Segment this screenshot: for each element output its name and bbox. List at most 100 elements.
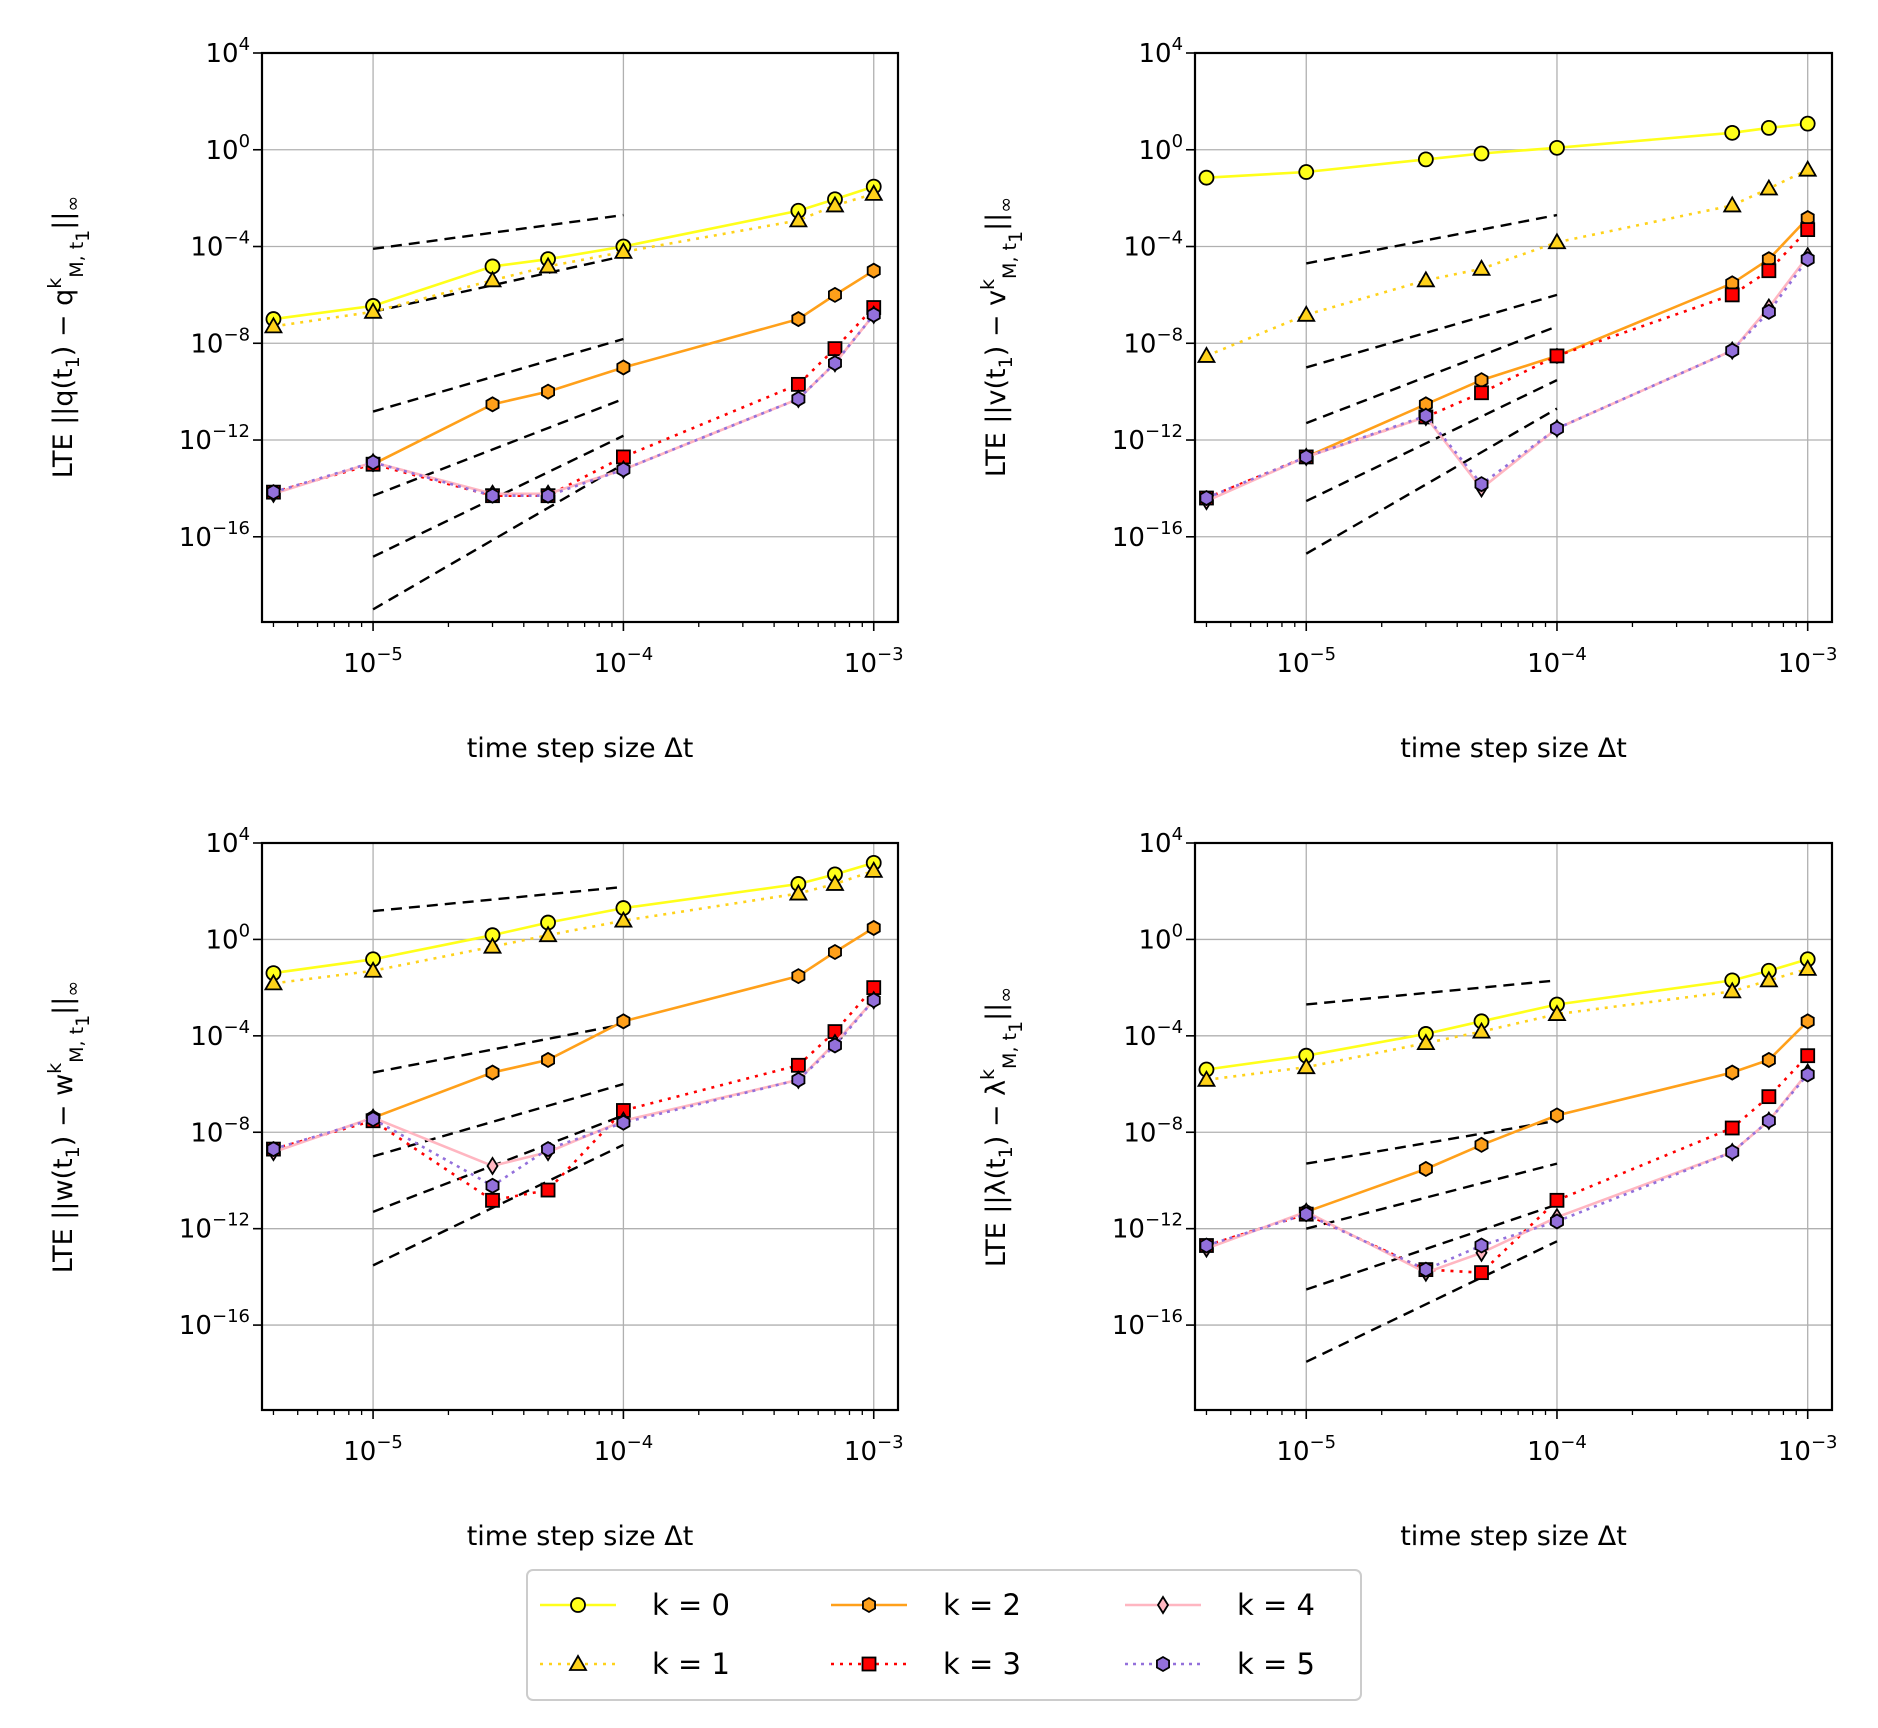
data-point-k1 <box>1471 1021 1492 1039</box>
legend-marker <box>570 1597 586 1613</box>
legend-marker <box>1156 1655 1170 1673</box>
data-point-k3 <box>1761 263 1777 279</box>
legend: k = 0 k = 1 k = 2 k = 3 k = 4 k = 5 <box>526 1569 1362 1701</box>
data-point-k2 <box>1474 372 1489 389</box>
x-axis-label: time step size Δt <box>467 733 694 764</box>
series-line-k0 <box>273 861 875 975</box>
x-tick-label: 10−5 <box>343 1432 403 1467</box>
reference-slope-line-5 <box>1305 1240 1558 1363</box>
data-point-k5 <box>266 1141 281 1158</box>
data-point-k2 <box>1550 1107 1564 1124</box>
data-point-k4 <box>486 1156 499 1176</box>
reference-slope-line-2 <box>1306 1119 1558 1165</box>
legend-entry-k0: k = 0 <box>540 1588 730 1622</box>
y-tick-label: 100 <box>206 131 251 166</box>
data-point-k2 <box>1474 1136 1489 1153</box>
y-tick-label: 100 <box>1139 920 1184 955</box>
data-point-k1 <box>482 936 503 954</box>
data-point-k1 <box>363 960 383 978</box>
data-point-k1 <box>1759 178 1779 196</box>
data-point-k2 <box>866 919 881 936</box>
data-point-k5 <box>1725 1144 1740 1161</box>
reference-slope-line-4 <box>372 397 624 497</box>
data-point-k1 <box>1547 1004 1567 1021</box>
plot-frame <box>1193 51 1834 624</box>
data-point-k2 <box>791 968 806 985</box>
reference-slope-line-5 <box>372 434 624 558</box>
y-tick-label: 10−4 <box>190 1017 250 1052</box>
data-point-k0 <box>1549 139 1565 156</box>
data-point-k5 <box>485 1177 500 1194</box>
data-point-k2 <box>485 1064 500 1081</box>
data-point-k1 <box>538 256 558 274</box>
legend-entry-k5: k = 5 <box>1125 1647 1315 1681</box>
series-line-k0 <box>1206 122 1808 179</box>
x-tick-label: 10−4 <box>594 1432 654 1467</box>
reference-slope-line-1 <box>1306 213 1558 265</box>
data-point-k5 <box>366 454 381 471</box>
legend-box <box>526 1569 1362 1701</box>
data-point-k0 <box>1417 151 1434 168</box>
y-tick-label: 104 <box>1139 34 1184 69</box>
data-point-k1 <box>1798 959 1818 976</box>
y-axis-label: LTE ||v(t1) − vkM, t1||∞ <box>977 197 1027 477</box>
data-point-k0 <box>1198 169 1215 186</box>
reference-lines <box>1305 213 1558 555</box>
data-point-k5 <box>616 1114 631 1131</box>
data-point-k5 <box>366 1111 381 1128</box>
data-point-k0 <box>1298 164 1315 180</box>
series <box>1196 115 1818 511</box>
data-point-k5 <box>866 306 881 323</box>
data-point-k5 <box>1550 420 1564 437</box>
series-line-k1 <box>1206 168 1809 358</box>
legend-marker <box>861 1656 877 1672</box>
reference-slope-line-1 <box>1306 979 1558 1006</box>
panel-4: 10−5 10−4 10−3 104 100 10−4 10−8 10−12 10−16 time… <box>977 824 1838 1552</box>
x-axis-label: time step size Δt <box>467 1521 694 1552</box>
y-tick-label: 10−12 <box>179 1210 250 1245</box>
data-point-k1 <box>263 973 284 991</box>
y-tick-label: 10−16 <box>1112 1306 1183 1341</box>
reference-slope-line-2 <box>1305 293 1558 369</box>
x-tick-label: 10−5 <box>1276 1432 1336 1467</box>
data-point-k5 <box>1418 1261 1433 1278</box>
y-tick-label: 10−8 <box>1123 1113 1183 1148</box>
grid <box>262 52 898 622</box>
series <box>263 854 884 1208</box>
series <box>1196 951 1818 1283</box>
data-point-k5 <box>791 390 806 407</box>
y-tick-label: 100 <box>206 920 251 955</box>
data-point-k5 <box>1199 1237 1214 1254</box>
data-point-k3 <box>1724 287 1740 303</box>
y-tick-label: 10−8 <box>1123 324 1183 359</box>
series-line-k5 <box>1206 1073 1809 1272</box>
y-tick-label: 10−4 <box>190 228 250 263</box>
data-point-k5 <box>1761 1112 1776 1129</box>
reference-slope-line-6 <box>372 463 625 611</box>
y-tick-label: 10−12 <box>1112 421 1183 456</box>
y-tick-label: 10−16 <box>179 1306 250 1341</box>
y-tick-label: 10−16 <box>1112 518 1183 553</box>
reference-lines <box>1305 979 1558 1363</box>
data-point-k2 <box>828 943 842 961</box>
grid <box>262 842 898 1410</box>
y-tick-label: 104 <box>206 34 251 69</box>
reference-slope-line-5 <box>372 1143 624 1267</box>
data-point-k1 <box>1798 159 1818 177</box>
y-tick-label: 10−12 <box>179 421 250 456</box>
series-line-k0 <box>1206 958 1809 1071</box>
data-point-k5 <box>1299 1206 1314 1223</box>
reference-slope-line-3 <box>372 1082 624 1158</box>
legend-label: k = 0 <box>652 1588 730 1622</box>
data-point-k5 <box>1800 1066 1815 1083</box>
series-line-k4 <box>1206 1071 1809 1275</box>
data-point-k5 <box>1761 303 1776 320</box>
x-tick-label: 10−5 <box>1276 644 1336 679</box>
series-line-k3 <box>273 306 875 498</box>
data-point-k3 <box>1549 348 1565 364</box>
data-point-k3 <box>827 341 843 357</box>
series-line-k3 <box>273 986 875 1202</box>
data-point-k5 <box>1474 476 1489 493</box>
data-point-k1 <box>1296 305 1316 322</box>
